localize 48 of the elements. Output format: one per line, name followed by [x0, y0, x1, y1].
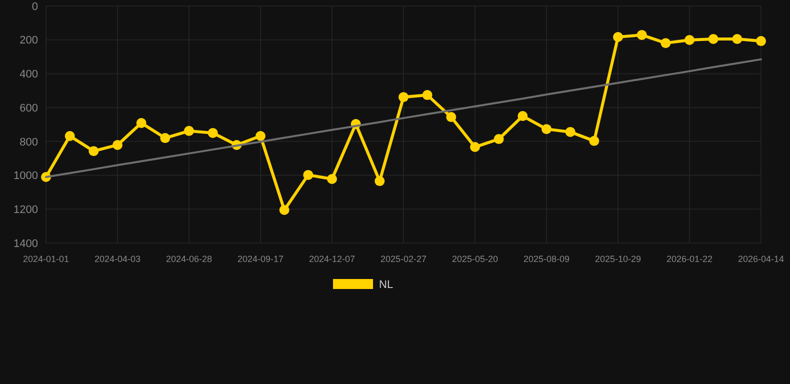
point: [636, 30, 647, 40]
point: [756, 36, 766, 46]
x-tick-label: 2026-04-14: [738, 254, 784, 264]
point: [708, 34, 718, 44]
x-tick-label: 2025-02-27: [380, 254, 427, 264]
point: [327, 174, 337, 184]
point: [88, 146, 99, 156]
x-tick-label: 2024-04-03: [94, 254, 141, 264]
y-tick-label: 0: [32, 0, 38, 13]
y-tick-label: 1200: [14, 204, 38, 216]
point: [112, 140, 122, 150]
point: [303, 170, 314, 180]
point: [64, 131, 75, 142]
point: [518, 111, 528, 122]
x-tick-label: 2025-08-09: [523, 254, 570, 264]
y-tick-label: 1400: [14, 238, 38, 250]
point: [208, 128, 218, 138]
point: [732, 34, 742, 44]
point: [160, 133, 170, 144]
point: [470, 142, 480, 152]
x-tick-label: 2026-01-22: [666, 254, 713, 264]
point: [374, 176, 385, 186]
y-tick-label: 200: [20, 34, 38, 47]
y-tick-label: 800: [20, 136, 38, 148]
x-tick-label: 2024-01-01: [22, 254, 70, 264]
x-tick-label: 2025-05-20: [452, 254, 498, 264]
point: [542, 124, 552, 134]
x-tick-label: 2024-06-28: [166, 254, 212, 264]
x-tick-label: 2024-09-17: [237, 254, 284, 264]
point: [136, 118, 146, 128]
point: [184, 126, 194, 136]
point: [684, 35, 694, 46]
legend-label: NL: [379, 278, 394, 291]
y-tick-label: 1000: [14, 170, 38, 182]
y-tick-label: 400: [20, 68, 38, 81]
point: [494, 134, 504, 144]
point: [256, 131, 266, 142]
x-tick-label: 2024-12-07: [308, 254, 356, 264]
point: [279, 204, 290, 215]
point: [446, 112, 456, 122]
point: [660, 38, 671, 48]
point: [613, 32, 623, 42]
y-tick-label: 600: [20, 102, 38, 114]
point: [565, 126, 576, 137]
point: [398, 92, 408, 102]
point: [589, 136, 600, 146]
point: [422, 90, 432, 100]
x-tick-label: 2025-10-29: [594, 254, 642, 264]
